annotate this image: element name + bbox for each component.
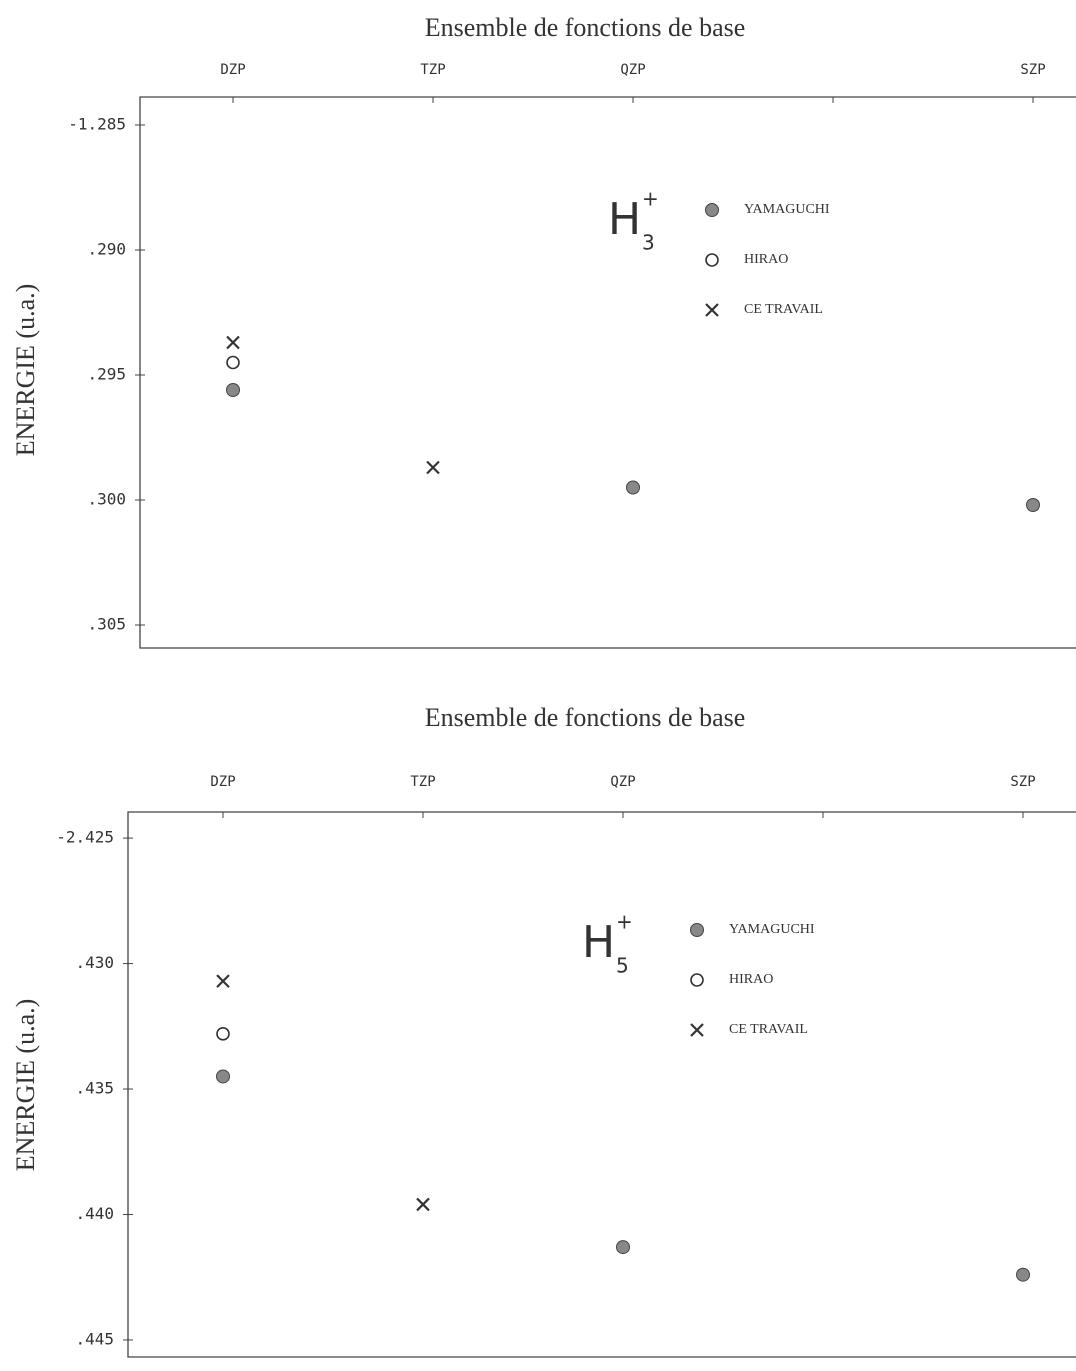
y-tick-label: .440 bbox=[75, 1204, 114, 1223]
molecule-superscript: + bbox=[642, 187, 659, 211]
point bbox=[226, 383, 240, 397]
point bbox=[705, 253, 719, 267]
y-tick-label: .300 bbox=[87, 490, 126, 509]
y-axis-label: ENERGIE (u.a.) bbox=[11, 999, 40, 1172]
x-tick-label: QZP bbox=[610, 774, 635, 790]
point bbox=[1016, 1267, 1030, 1282]
point bbox=[616, 1240, 630, 1255]
point bbox=[1026, 498, 1040, 512]
point bbox=[226, 335, 240, 350]
molecule: H bbox=[582, 917, 615, 968]
y-tick-label: -1.285 bbox=[68, 115, 126, 134]
axis-frame bbox=[127, 811, 1076, 1358]
point bbox=[426, 460, 440, 475]
legend-label: CE TRAVAIL bbox=[744, 302, 823, 317]
point bbox=[690, 1023, 704, 1037]
point bbox=[216, 974, 230, 988]
legend-label: HIRAO bbox=[729, 972, 773, 987]
y-tick-label: .430 bbox=[75, 953, 114, 972]
chart-title: Ensemble de fonctions de base bbox=[425, 703, 746, 732]
molecule-subscript: 3 bbox=[642, 231, 655, 255]
y-tick-label: -2.425 bbox=[56, 828, 114, 847]
y-axis-label: ENERGIE (u.a.) bbox=[11, 284, 40, 457]
x-tick-label: TZP bbox=[420, 62, 445, 78]
x-tick-label: TZP bbox=[410, 774, 435, 790]
legend-label: YAMAGUCHI bbox=[729, 922, 815, 937]
point bbox=[416, 1197, 430, 1212]
point bbox=[690, 973, 704, 987]
x-tick-label: SZP bbox=[1010, 774, 1035, 790]
y-tick-label: .290 bbox=[87, 240, 126, 259]
point bbox=[226, 355, 240, 370]
point bbox=[705, 303, 719, 317]
point bbox=[690, 923, 704, 937]
y-tick-label: .445 bbox=[75, 1329, 114, 1348]
molecule-subscript: 5 bbox=[616, 954, 629, 978]
chart-title: Ensemble de fonctions de base bbox=[425, 13, 746, 42]
point bbox=[626, 480, 640, 495]
y-tick-label: .305 bbox=[87, 615, 126, 634]
legend-label: HIRAO bbox=[744, 252, 788, 267]
molecule-superscript: + bbox=[616, 910, 633, 934]
legend-label: CE TRAVAIL bbox=[729, 1022, 808, 1037]
point bbox=[216, 1027, 230, 1041]
y-tick-label: .295 bbox=[87, 365, 126, 384]
molecule: H bbox=[608, 194, 641, 245]
x-tick-label: SZP bbox=[1020, 62, 1045, 78]
x-tick-label: DZP bbox=[220, 62, 245, 78]
x-tick-label: QZP bbox=[620, 62, 645, 78]
y-tick-label: .435 bbox=[75, 1079, 114, 1098]
axis-frame bbox=[139, 96, 1076, 649]
point bbox=[705, 203, 719, 217]
legend-label: YAMAGUCHI bbox=[744, 202, 830, 217]
x-tick-label: DZP bbox=[210, 774, 235, 790]
point bbox=[216, 1069, 230, 1084]
